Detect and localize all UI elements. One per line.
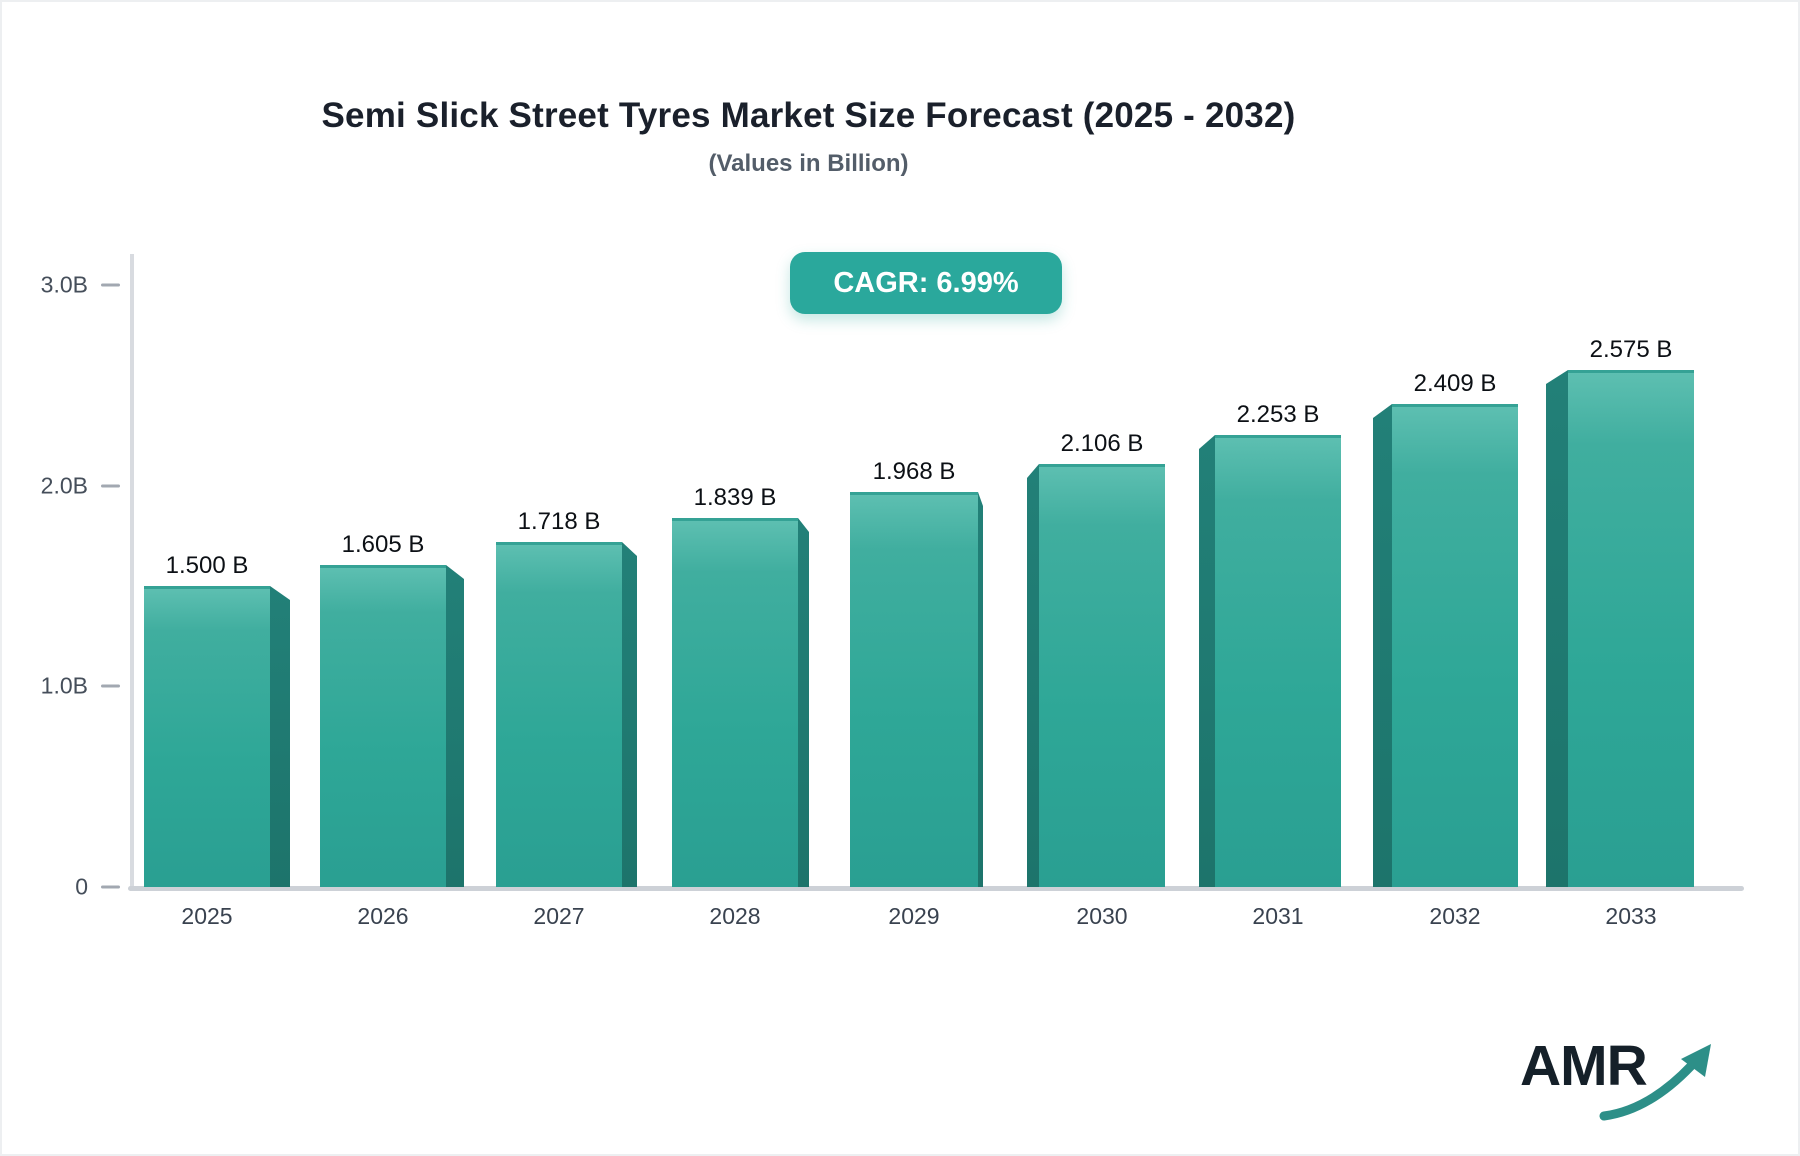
bar-2029 <box>850 492 978 887</box>
x-axis-label: 2032 <box>1429 903 1481 929</box>
y-tick-label: 1.0B <box>40 672 88 699</box>
bar-side-3d <box>978 492 983 887</box>
bar-value-label: 2.575 B <box>1589 336 1673 363</box>
bar-value-label: 1.500 B <box>165 552 249 579</box>
y-tick-label: 2.0B <box>40 472 88 499</box>
x-axis-label: 2027 <box>533 903 585 929</box>
bar-2026 <box>320 565 446 887</box>
y-tick-dash <box>101 283 120 287</box>
x-axis-label: 2029 <box>888 903 940 929</box>
bar-value-label: 1.839 B <box>693 484 777 511</box>
page-title: Semi Slick Street Tyres Market Size Fore… <box>321 96 1296 135</box>
bar-side-3d <box>1199 435 1215 887</box>
bar-2027 <box>496 542 622 887</box>
bar-side-3d <box>1373 404 1392 887</box>
bar-side-3d <box>446 565 464 887</box>
y-tick-dash <box>101 684 120 688</box>
bar-2033 <box>1568 370 1694 887</box>
bar-side-3d <box>798 518 809 887</box>
x-axis-label: 2033 <box>1605 903 1657 929</box>
bar-value-label: 1.605 B <box>341 531 425 558</box>
bar-value-label: 2.409 B <box>1413 370 1497 397</box>
y-axis-line <box>130 254 134 891</box>
bar-side-3d <box>1027 464 1039 887</box>
page-subtitle: (Values in Billion) <box>708 150 909 177</box>
bar-2030 <box>1039 464 1165 887</box>
x-axis-label: 2030 <box>1076 903 1128 929</box>
bar-2031 <box>1215 435 1341 887</box>
bar-2028 <box>672 518 798 887</box>
bar-side-3d <box>1546 370 1568 887</box>
bar-value-label: 2.106 B <box>1060 430 1144 457</box>
growth-arrow-icon <box>1599 1044 1711 1121</box>
bar-value-label: 1.718 B <box>517 508 601 535</box>
brand-logo: AMR <box>1520 1030 1740 1140</box>
bar-value-label: 2.253 B <box>1236 401 1320 428</box>
x-axis-label: 2028 <box>709 903 761 929</box>
x-axis-label: 2026 <box>357 903 409 929</box>
x-axis-label: 2031 <box>1252 903 1304 929</box>
y-tick-dash <box>101 885 120 889</box>
logo-text: AMR <box>1520 1034 1648 1098</box>
bar-2032 <box>1392 404 1518 887</box>
cagr-badge: CAGR: 6.99% <box>790 252 1062 314</box>
y-tick-label: 3.0B <box>40 271 88 298</box>
x-axis-line <box>128 886 1744 891</box>
x-axis-label: 2025 <box>181 903 233 929</box>
bar-2025 <box>144 586 270 887</box>
bar-side-3d <box>270 586 290 887</box>
bar-side-3d <box>622 542 637 887</box>
y-tick-dash <box>101 484 120 488</box>
y-tick-label: 0 <box>75 873 88 900</box>
bar-value-label: 1.968 B <box>872 458 956 485</box>
